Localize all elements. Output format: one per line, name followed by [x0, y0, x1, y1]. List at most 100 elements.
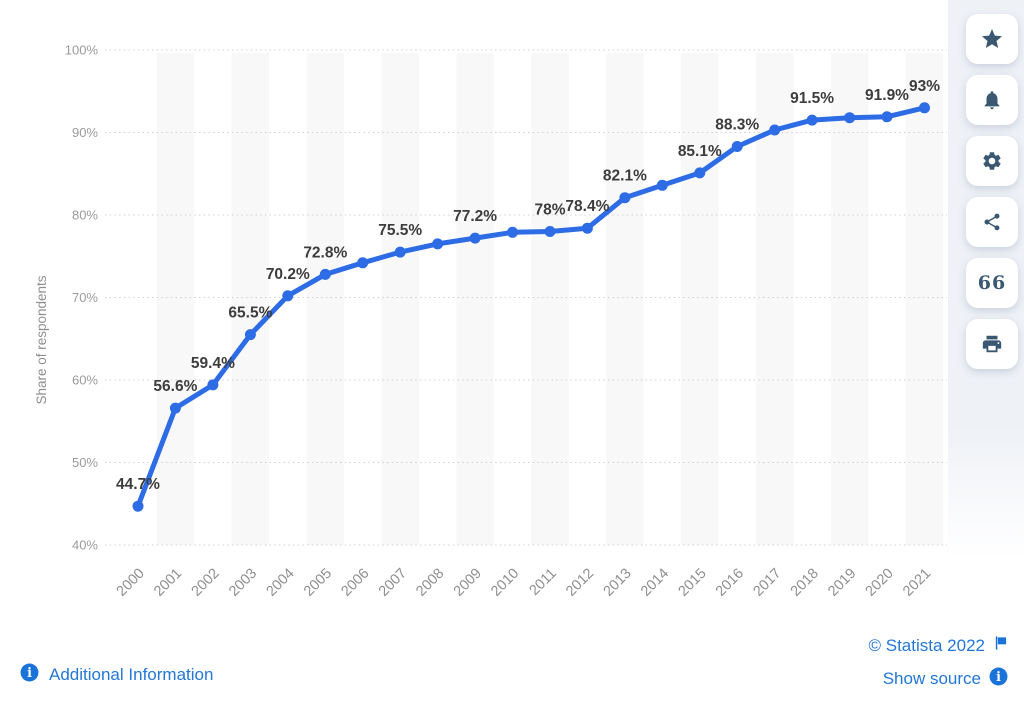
additional-information-link[interactable]: i Additional Information: [20, 663, 213, 687]
y-tick-label: 60%: [72, 373, 98, 388]
value-label: 77.2%: [453, 208, 497, 225]
data-point-2017[interactable]: [769, 124, 781, 136]
data-point-2015[interactable]: [694, 167, 706, 179]
value-label: 82.1%: [603, 168, 647, 185]
show-source-link[interactable]: Show source i: [883, 667, 1008, 691]
y-tick-label: 70%: [72, 290, 98, 305]
plot-band: [456, 53, 494, 545]
y-tick-label: 80%: [72, 208, 98, 223]
gear-icon: [981, 150, 1003, 172]
value-label: 72.8%: [303, 244, 347, 261]
x-tick-label: 2006: [338, 566, 372, 600]
data-point-2008[interactable]: [432, 238, 444, 250]
data-point-2000[interactable]: [132, 500, 144, 512]
svg-text:i: i: [996, 669, 1001, 684]
data-point-2001[interactable]: [169, 402, 181, 414]
data-point-2019[interactable]: [844, 112, 856, 124]
data-point-2016[interactable]: [731, 141, 743, 152]
y-tick-label: 90%: [72, 125, 98, 140]
value-label: 78%: [534, 202, 565, 219]
value-label: 59.4%: [191, 355, 235, 372]
value-label: 44.7%: [116, 476, 160, 493]
plot-band: [681, 53, 719, 545]
share-icon: [982, 212, 1002, 232]
plot-band: [306, 53, 344, 545]
data-point-2010[interactable]: [507, 226, 518, 238]
info-icon: i: [989, 667, 1008, 691]
data-point-2021[interactable]: [919, 102, 930, 114]
data-point-2013[interactable]: [619, 192, 631, 204]
x-tick-label: 2003: [226, 566, 260, 600]
x-tick-label: 2016: [713, 566, 747, 600]
data-point-2005[interactable]: [319, 268, 331, 280]
value-label: 56.6%: [153, 378, 197, 395]
x-tick-label: 2011: [526, 566, 559, 599]
x-tick-label: 2000: [114, 566, 148, 600]
data-point-2002[interactable]: [207, 379, 219, 391]
cite-button[interactable]: 66: [966, 258, 1018, 308]
info-icon: i: [20, 663, 39, 687]
statista-copyright-link[interactable]: © Statista 2022: [869, 635, 1009, 656]
x-tick-label: 2010: [488, 566, 522, 600]
data-point-2012[interactable]: [581, 222, 593, 234]
flag-icon: [993, 635, 1008, 656]
x-tick-label: 2007: [376, 566, 410, 600]
plot-band: [231, 53, 270, 545]
star-icon: [980, 27, 1004, 51]
x-tick-label: 2009: [451, 566, 485, 600]
bell-icon: [981, 89, 1003, 111]
alert-button[interactable]: [966, 75, 1018, 125]
quote-icon: 66: [977, 271, 1007, 294]
data-point-2011[interactable]: [544, 226, 556, 237]
x-tick-label: 2018: [788, 566, 822, 600]
x-tick-label: 2019: [825, 566, 859, 600]
x-tick-label: 2008: [413, 566, 447, 600]
value-label: 93%: [909, 78, 940, 95]
data-point-2018[interactable]: [806, 114, 818, 126]
x-tick-label: 2020: [863, 566, 897, 600]
plot-band: [905, 53, 944, 545]
x-tick-label: 2015: [675, 566, 709, 600]
data-point-2003[interactable]: [244, 329, 256, 341]
settings-button[interactable]: [966, 136, 1018, 186]
plot-band: [156, 53, 195, 545]
data-point-2006[interactable]: [357, 257, 369, 269]
x-tick-label: 2002: [189, 566, 223, 600]
value-label: 85.1%: [678, 143, 722, 160]
x-tick-label: 2001: [151, 566, 185, 600]
plot-band: [381, 53, 419, 545]
x-tick-label: 2012: [563, 566, 597, 600]
value-label: 65.5%: [228, 305, 272, 322]
value-label: 91.9%: [865, 87, 909, 104]
value-label: 70.2%: [266, 266, 310, 283]
x-tick-label: 2021: [900, 566, 934, 600]
value-label: 91.5%: [790, 90, 834, 107]
data-point-2004[interactable]: [282, 290, 294, 302]
value-label: 75.5%: [378, 222, 422, 239]
x-tick-label: 2014: [638, 566, 672, 600]
value-label: 88.3%: [715, 117, 759, 134]
show-source-label: Show source: [882, 669, 981, 688]
data-point-2014[interactable]: [656, 179, 668, 191]
share-button[interactable]: [966, 197, 1018, 247]
data-point-2009[interactable]: [469, 232, 481, 244]
favorite-button[interactable]: [966, 14, 1018, 64]
line-chart: 100% 90% 80% 70% 60% 50% 40% Share of responden…: [34, 43, 947, 600]
plot-band: [830, 53, 869, 545]
x-tick-label: 2013: [601, 566, 635, 600]
x-tick-label: 2005: [301, 566, 335, 600]
additional-information-label: Additional Information: [49, 665, 214, 684]
x-tick-label: 2004: [263, 566, 297, 600]
data-point-2007[interactable]: [394, 246, 406, 258]
print-button[interactable]: [966, 319, 1018, 369]
plot-band: [531, 53, 569, 545]
y-tick-label: 40%: [72, 538, 98, 553]
y-tick-label: 50%: [72, 455, 98, 470]
copyright-label: © Statista 2022: [868, 635, 986, 655]
plot-band: [606, 53, 644, 545]
x-tick-label: 2017: [750, 566, 784, 600]
value-label: 78.4%: [565, 198, 609, 215]
y-tick-label: 100%: [65, 43, 99, 58]
data-point-2020[interactable]: [881, 111, 893, 123]
